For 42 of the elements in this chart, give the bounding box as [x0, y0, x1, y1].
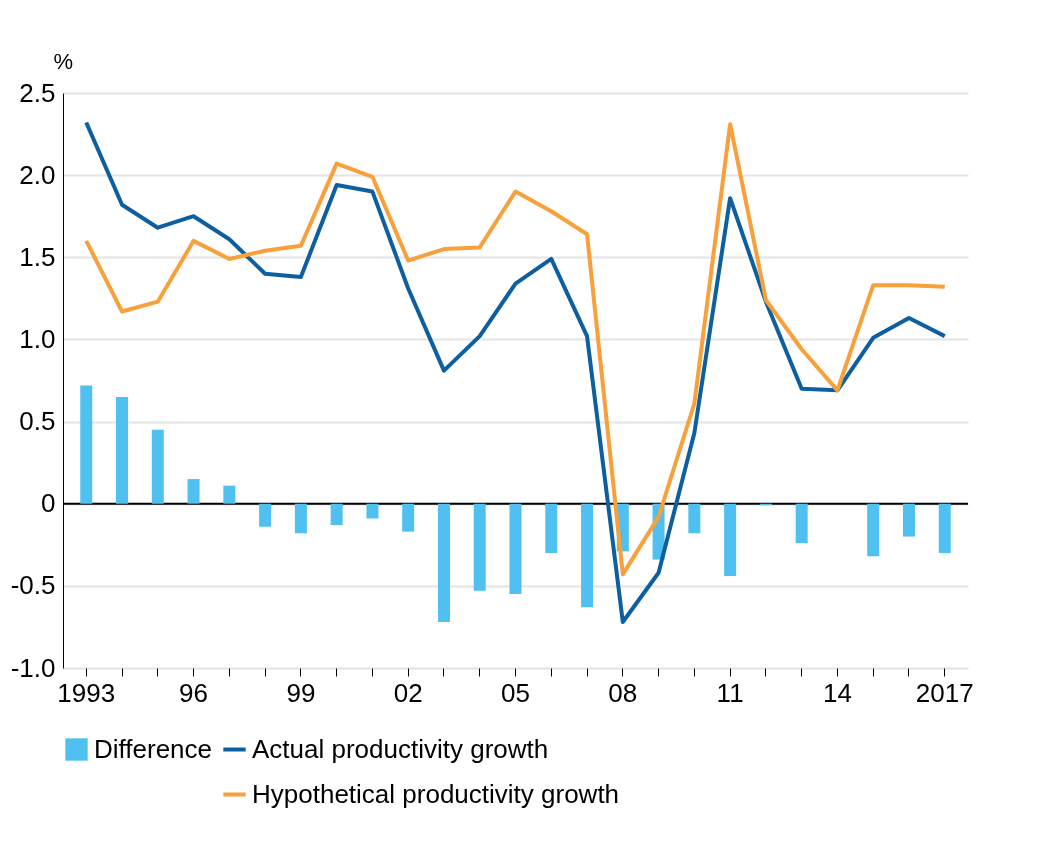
bar [151, 429, 164, 504]
y-tick-label: 1.5 [19, 241, 56, 272]
bar [509, 503, 522, 595]
x-tick-label: 2017 [915, 677, 974, 708]
x-tick-label: 96 [179, 677, 209, 708]
legend-label: Actual productivity growth [252, 733, 549, 764]
bar [223, 485, 236, 504]
x-tick-label: 08 [608, 677, 638, 708]
legend-label: Difference [94, 733, 213, 764]
y-axis-title: % [53, 48, 74, 74]
x-tick-label: 14 [822, 677, 852, 708]
y-tick-label: 2.5 [19, 77, 56, 108]
bar [330, 503, 343, 526]
y-tick-label: -0.5 [10, 570, 56, 601]
bar [688, 503, 701, 534]
bar [473, 503, 486, 591]
bar [80, 385, 93, 504]
x-tick-label: 02 [393, 677, 423, 708]
bar [724, 503, 737, 576]
y-tick-label: 0.5 [19, 406, 56, 437]
bar [294, 503, 307, 534]
bar [867, 503, 880, 557]
x-tick-label: 1993 [57, 677, 116, 708]
x-tick-label: 11 [716, 677, 744, 708]
bar [259, 503, 272, 527]
bar [116, 396, 129, 504]
bar [581, 503, 594, 608]
bar [402, 503, 415, 532]
bar [366, 503, 379, 519]
y-tick-label: 2.0 [19, 159, 56, 190]
bar [795, 503, 808, 544]
bar [437, 503, 450, 622]
bar [902, 503, 915, 537]
bar [938, 503, 951, 553]
x-tick-label: 99 [286, 677, 316, 708]
bar [545, 503, 558, 553]
y-tick-label: 1.0 [19, 323, 56, 354]
y-tick-label: -1.0 [10, 652, 56, 683]
legend-label: Hypothetical productivity growth [252, 778, 620, 809]
bar [187, 479, 200, 504]
x-tick-label: 05 [501, 677, 530, 708]
y-tick-label: 0 [41, 488, 56, 519]
